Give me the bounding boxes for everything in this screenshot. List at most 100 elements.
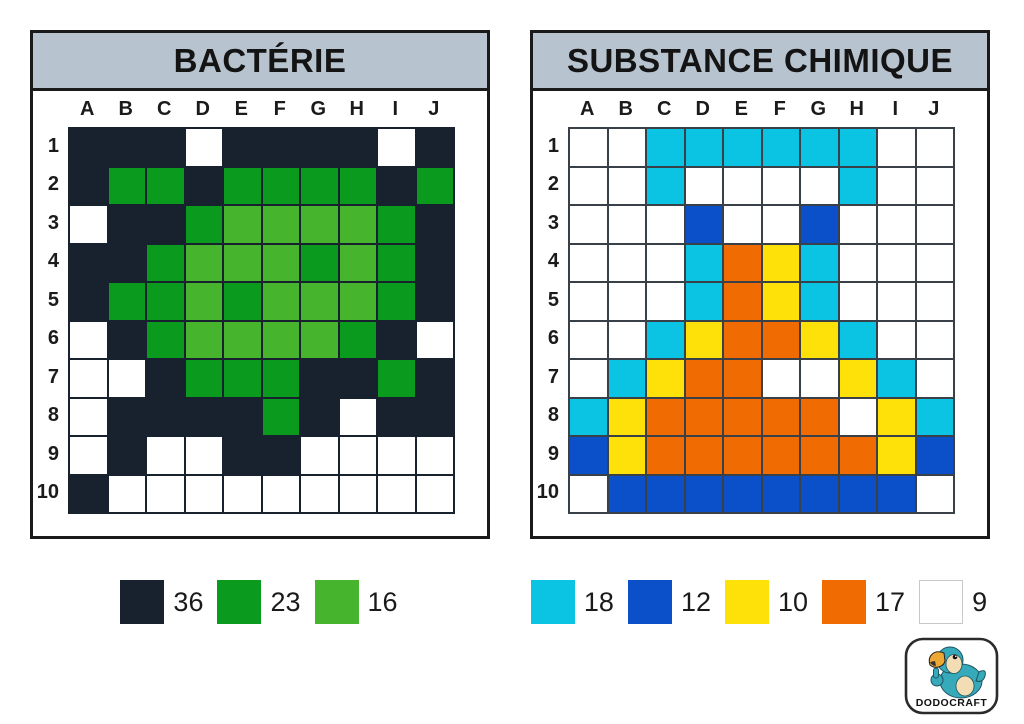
- grid-cell-J9: [916, 437, 953, 474]
- grid-cell-D5: [685, 283, 722, 320]
- grid-cell-A4: [70, 244, 107, 281]
- grid-cell-D9: [185, 437, 222, 474]
- column-label-H: H: [849, 97, 864, 120]
- grid-cell-F6: [762, 321, 799, 358]
- grid-cells: [68, 127, 455, 514]
- grid-cell-G1: [301, 129, 338, 166]
- legend-item: 18: [530, 580, 614, 624]
- grid-cell-D8: [685, 398, 722, 435]
- grid-cell-H10: [339, 475, 376, 512]
- grid-cell-G10: [801, 475, 838, 512]
- legend-count: 9: [972, 586, 988, 617]
- grid-cell-F7: [762, 360, 799, 397]
- grid-cell-G7: [301, 360, 338, 397]
- grid-cell-D2: [685, 167, 722, 204]
- legend-swatch: [314, 580, 359, 624]
- legend-count: 12: [680, 586, 711, 617]
- grid-cell-J5: [916, 283, 953, 320]
- grid-cell-B9: [608, 437, 645, 474]
- grid-cell-F2: [262, 167, 299, 204]
- row-label-2: 2: [47, 173, 59, 196]
- row-label-10: 10: [536, 481, 559, 504]
- grid-cell-A3: [70, 206, 107, 243]
- grid-cell-B6: [108, 321, 145, 358]
- grid-cell-D8: [185, 398, 222, 435]
- row-label-9: 9: [547, 442, 559, 465]
- grid-cell-G2: [301, 167, 338, 204]
- column-label-J: J: [428, 97, 440, 120]
- grid-cell-H8: [339, 398, 376, 435]
- grid-cell-C10: [647, 475, 684, 512]
- grid-cell-B7: [608, 360, 645, 397]
- grid-cell-B5: [608, 283, 645, 320]
- grid-cell-H2: [339, 167, 376, 204]
- grid-cell-F3: [762, 206, 799, 243]
- column-label-F: F: [773, 97, 786, 120]
- grid-cell-C9: [647, 437, 684, 474]
- grid-cell-E7: [224, 360, 261, 397]
- grid-cell-F6: [262, 321, 299, 358]
- row-labels: 1 2 3 4 5 6 7 8 9 10: [33, 127, 68, 514]
- grid-cell-F4: [262, 244, 299, 281]
- row-label-9: 9: [47, 442, 59, 465]
- grid-cell-D9: [685, 437, 722, 474]
- grid-cell-J8: [416, 398, 453, 435]
- grid-cell-B10: [608, 475, 645, 512]
- row-label-4: 4: [547, 250, 559, 273]
- grid-cell-E10: [224, 475, 261, 512]
- legend-item: 36: [120, 580, 203, 624]
- grid-cell-F9: [762, 437, 799, 474]
- grid-cell-B7: [108, 360, 145, 397]
- grid-cell-I6: [878, 321, 915, 358]
- grid-cells: [568, 127, 955, 514]
- grid-cell-H5: [839, 283, 876, 320]
- legend-swatch: [120, 580, 165, 624]
- grid-body: 1 2 3 4 5 6 7 8 9 10: [533, 127, 987, 514]
- grid-cell-B1: [608, 129, 645, 166]
- grid-cell-G9: [301, 437, 338, 474]
- grid-body: 1 2 3 4 5 6 7 8 9 10: [33, 127, 487, 514]
- grid-cell-J9: [416, 437, 453, 474]
- grid-cell-E7: [724, 360, 761, 397]
- grid-cell-H3: [839, 206, 876, 243]
- grid-cell-I4: [378, 244, 415, 281]
- panel-substance-chimique-header: SUBSTANCE CHIMIQUE: [533, 33, 987, 91]
- grid-cell-H4: [839, 244, 876, 281]
- grid-cell-G8: [301, 398, 338, 435]
- grid-cell-C8: [147, 398, 184, 435]
- grid-cell-B6: [608, 321, 645, 358]
- grid-cell-C7: [147, 360, 184, 397]
- grid-cell-F9: [262, 437, 299, 474]
- grid-cell-E9: [224, 437, 261, 474]
- grid-cell-E6: [224, 321, 261, 358]
- legend-item: 23: [217, 580, 301, 624]
- grid-cell-B2: [608, 167, 645, 204]
- legend-count: 18: [583, 586, 614, 617]
- grid-cell-H6: [839, 321, 876, 358]
- row-label-4: 4: [47, 250, 59, 273]
- grid-cell-H7: [339, 360, 376, 397]
- column-label-E: E: [234, 97, 248, 120]
- grid-cell-A6: [570, 321, 607, 358]
- grid-cell-C2: [147, 167, 184, 204]
- grid-cell-A1: [570, 129, 607, 166]
- grid-cell-B8: [108, 398, 145, 435]
- grid-cell-C6: [147, 321, 184, 358]
- row-label-7: 7: [547, 365, 559, 388]
- row-label-1: 1: [547, 134, 559, 157]
- column-label-A: A: [580, 97, 595, 120]
- grid-cell-D1: [185, 129, 222, 166]
- dodocraft-logo: DODOCRAFT: [903, 636, 1000, 716]
- grid-cell-D1: [685, 129, 722, 166]
- grid-cell-G4: [801, 244, 838, 281]
- legend-count: 10: [777, 586, 809, 617]
- grid-cell-G8: [801, 398, 838, 435]
- grid-cell-E10: [724, 475, 761, 512]
- grid-cell-D4: [685, 244, 722, 281]
- grid-cell-E4: [724, 244, 761, 281]
- grid-cell-I1: [878, 129, 915, 166]
